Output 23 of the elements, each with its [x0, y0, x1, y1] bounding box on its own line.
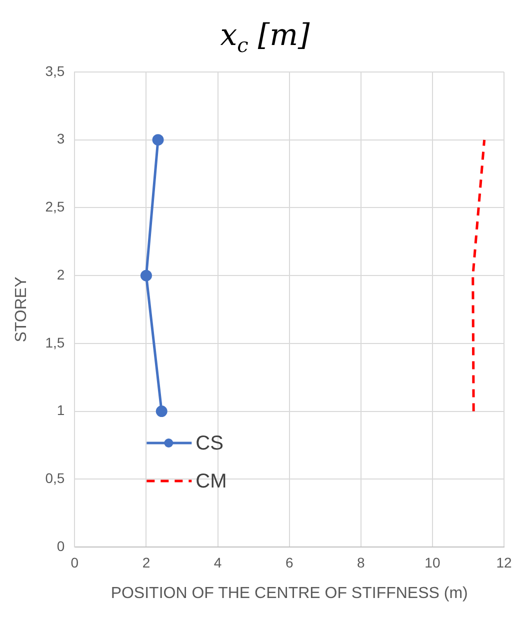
y-tick-label: 2,5: [45, 198, 65, 215]
x-tick-label: 4: [214, 554, 222, 570]
point: [140, 270, 152, 282]
legend-label: CS: [196, 432, 224, 455]
y-tick-label: 1,5: [45, 334, 65, 350]
x-tick-label: 12: [496, 554, 512, 570]
x-tick-label: 6: [285, 554, 294, 570]
chart-title: x$_{c}$ [m]: [219, 18, 311, 57]
point: [156, 406, 168, 418]
y-tick-label: 0: [56, 538, 65, 554]
x-axis-title: POSITION OF THE CENTRE OF STIFFNESS (m): [110, 584, 468, 602]
point: [152, 134, 164, 146]
y-tick-label: 2: [56, 266, 65, 282]
y-tick-label: 3,5: [45, 62, 65, 79]
y-tick-label: 1: [56, 402, 65, 418]
x-tick-label: 10: [424, 554, 440, 570]
legend-label: CM: [196, 470, 227, 493]
y-tick-label: 3: [56, 130, 65, 147]
y-tick-label: 0,5: [45, 470, 65, 486]
x-tick-label: 8: [356, 554, 365, 570]
x-tick-label: 0: [70, 554, 79, 570]
x-tick-label: 2: [142, 554, 150, 570]
y-axis-title: STOREY: [13, 276, 30, 342]
